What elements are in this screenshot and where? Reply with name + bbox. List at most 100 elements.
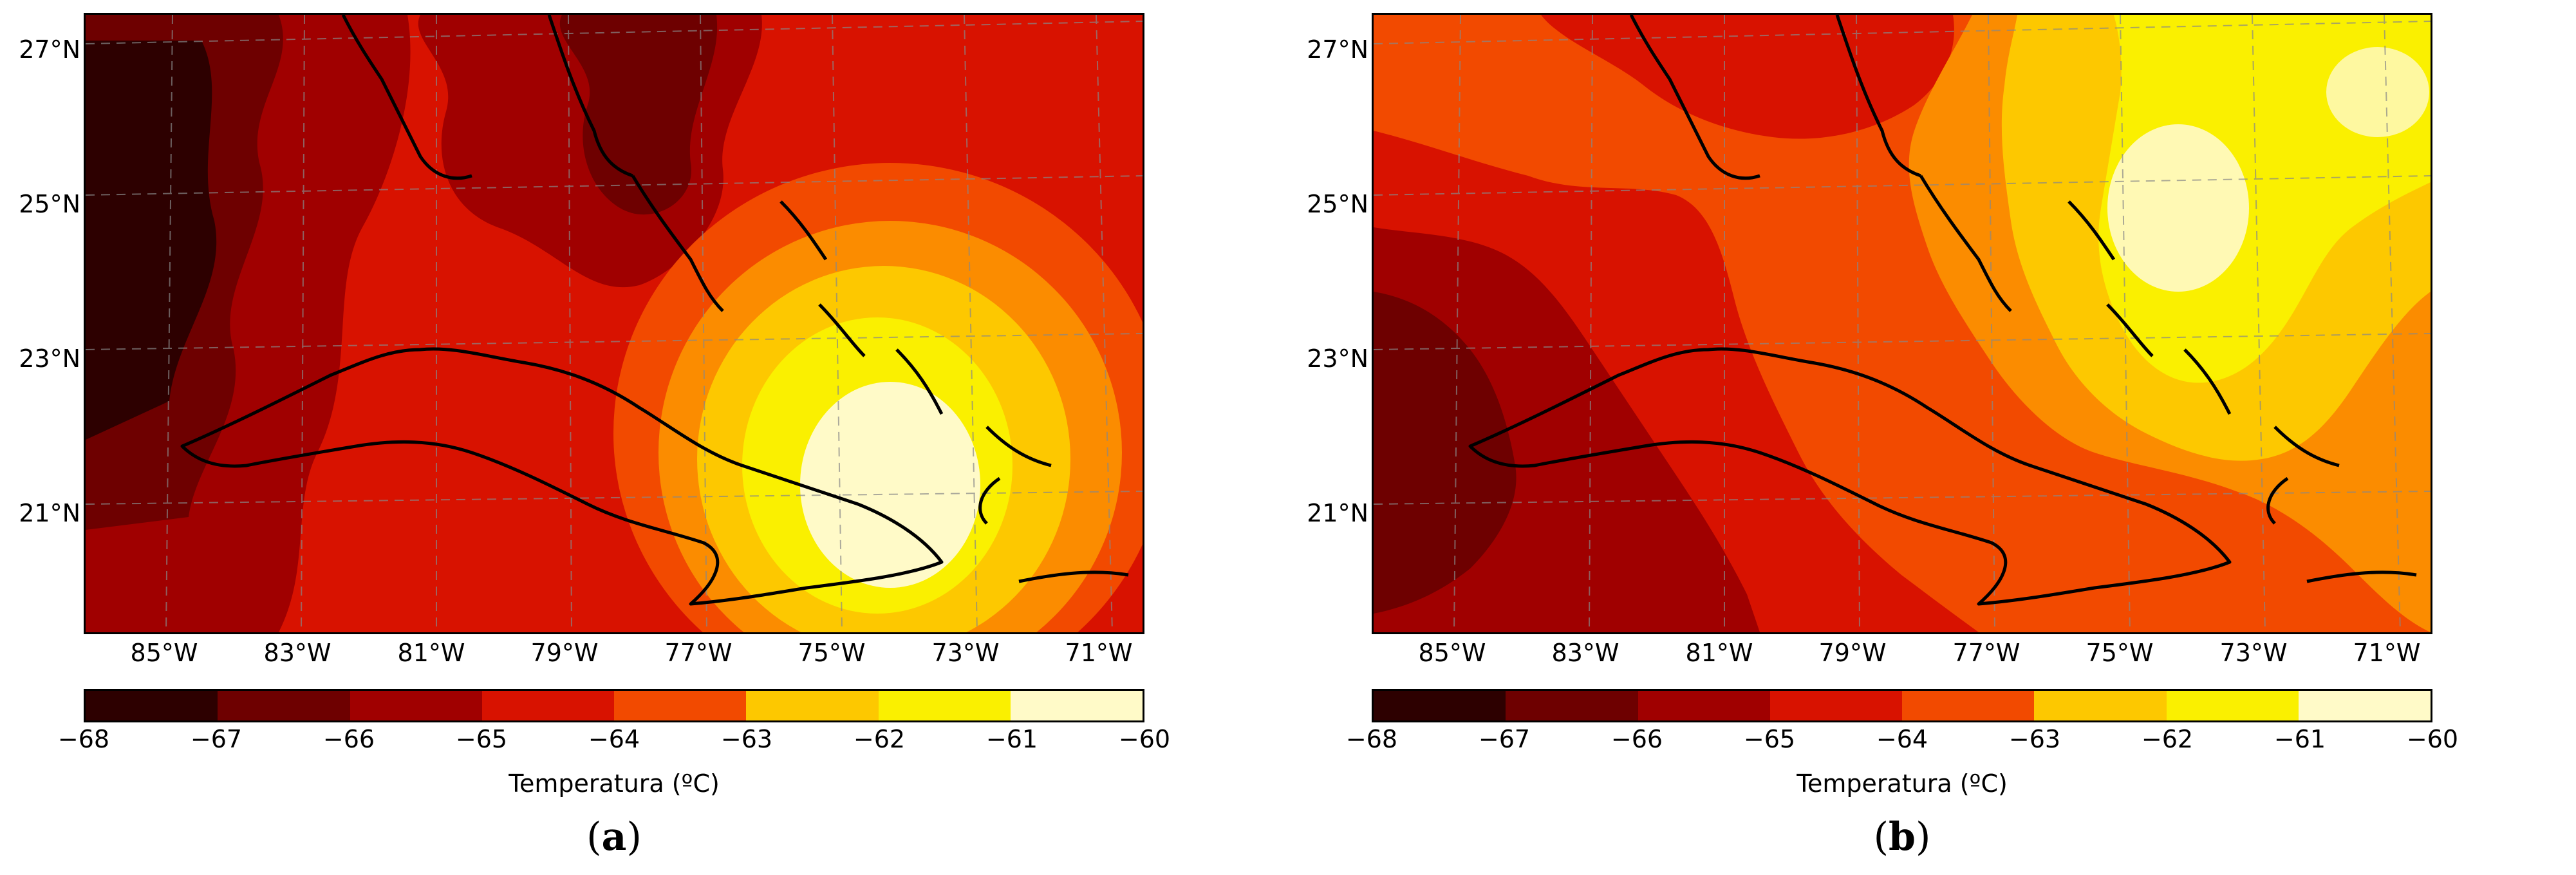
colorbar-tick: −66 [1610,725,1663,753]
lon-label-73w: 73°W [931,639,1000,667]
lon-label-77w: 77°W [1952,639,2021,667]
lon-label-85w: 85°W [1418,639,1486,667]
panel-b: 27°N 25°N 23°N 21°N 85°W 83°W 81°W 79°W … [1288,0,2576,875]
bahamas-4-b [2273,426,2340,467]
lon-label-79w: 79°W [1818,639,1887,667]
colorbar-seg-2 [218,691,350,720]
panel-label-close: ) [626,814,642,860]
map-a [84,13,1144,634]
graticule-b [1374,15,2431,632]
colorbar-seg-2 [1506,691,1638,720]
bahamas-1-a [779,200,828,261]
panel-a: 27°N 25°N 23°N 21°N 85°W 83°W 81°W 79°W … [19,13,1171,860]
colorbar-seg-3 [1638,691,1770,720]
panel-label-open: ( [1873,814,1889,860]
bahamas-2-a [818,303,866,357]
cuba-coast-b [1468,347,2232,606]
colorbar-seg-6 [746,691,879,720]
lat-label-25n: 25°N [1307,190,1368,218]
colorbar-tick: −61 [985,725,1038,753]
florida-east-b [1835,15,1921,178]
colorbar-tick: −65 [455,725,508,753]
field-red-north-b [1541,15,1954,139]
colorbar-tick: −68 [57,725,110,753]
panel-label-close: ) [1915,814,1931,860]
colorbar-b [1372,689,2432,722]
lon-label-71w: 71°W [2353,639,2421,667]
field-colder-west-b [1374,292,1517,614]
colorbar-seg-4 [481,691,614,720]
colorbar-seg-3 [350,691,482,720]
bahamas-3-b [2183,348,2232,415]
colorbar-tick: −67 [1478,725,1531,753]
colorbar-a [84,689,1144,722]
field-colder-north-a [559,15,718,215]
lon-label-75w: 75°W [2086,639,2154,667]
bahamas-3-a [895,348,944,415]
hispaniola-a [1018,570,1129,583]
colorbar-seg-1 [86,691,218,720]
temperature-field-a [86,15,1143,632]
florida-west-b [1629,15,1760,180]
field-warm5-b [2326,47,2429,137]
colorbar-tick: −63 [2008,725,2061,753]
lon-label-73w: 73°W [2219,639,2288,667]
cuba-coast-a [180,347,944,606]
field-coldest-west-a [86,41,217,440]
colorbar-seg-7 [878,691,1011,720]
colorbar-tick: −62 [853,725,906,753]
bahamas-1-b [2067,200,2116,261]
colorbar-tick: −60 [1118,725,1171,753]
lon-label-77w: 77°W [664,639,733,667]
field-warm5-a [800,382,980,588]
florida-keys-b [1919,174,2012,312]
lat-label-27n: 27°N [1307,35,1368,64]
panel-label-open: ( [586,814,602,860]
florida-east-a [547,15,633,178]
lat-label-27n: 27°N [19,35,80,64]
colorbar-seg-8 [1010,691,1143,720]
colorbar-tick: −61 [2273,725,2326,753]
lon-label-83w: 83°W [1551,639,1619,667]
lat-label-21n: 21°N [1307,499,1368,527]
florida-keys-a [631,174,724,312]
lon-label-83w: 83°W [263,639,331,667]
lat-label-23n: 23°N [1307,344,1368,373]
lon-label-79w: 79°W [530,639,599,667]
colorbar-tick: −63 [720,725,773,753]
panel-label-b: (b) [1372,814,2432,860]
florida-west-a [341,15,472,180]
bahamas-5-b [2266,476,2289,525]
colorbar-seg-8 [2298,691,2431,720]
colorbar-tick: −64 [588,725,640,753]
colorbar-tick: −68 [1345,725,1398,753]
coastlines-b [1468,15,2417,606]
field-warm4-b [2107,124,2249,292]
colorbar-seg-1 [1374,691,1506,720]
colorbar-tick: −66 [322,725,375,753]
bahamas-2-b [2106,303,2154,357]
colorbar-tick: −60 [2406,725,2459,753]
colorbar-title-a: Temperatura (ºC) [509,769,720,798]
panel-label-a: (a) [84,814,1144,860]
temperature-field-b [1374,15,2431,632]
colorbar-seg-7 [2166,691,2299,720]
bahamas-4-a [985,426,1052,467]
lat-label-23n: 23°N [19,344,80,373]
colorbar-tick: −67 [190,725,243,753]
coastlines-a [180,15,1129,606]
bahamas-5-a [978,476,1001,525]
colorbar-seg-4 [1769,691,1902,720]
lon-label-81w: 81°W [1685,639,1753,667]
colorbar-seg-6 [2034,691,2167,720]
lon-label-81w: 81°W [397,639,465,667]
panel-label-letter: a [601,814,627,860]
colorbar-tick: −62 [2141,725,2194,753]
colorbar-seg-5 [614,691,747,720]
graticule-a [86,15,1143,632]
panel-label-letter: b [1889,814,1916,860]
colorbar-title-b: Temperatura (ºC) [1797,769,2008,798]
colorbar-seg-5 [1902,691,2035,720]
lon-label-85w: 85°W [130,639,198,667]
lat-label-21n: 21°N [19,499,80,527]
